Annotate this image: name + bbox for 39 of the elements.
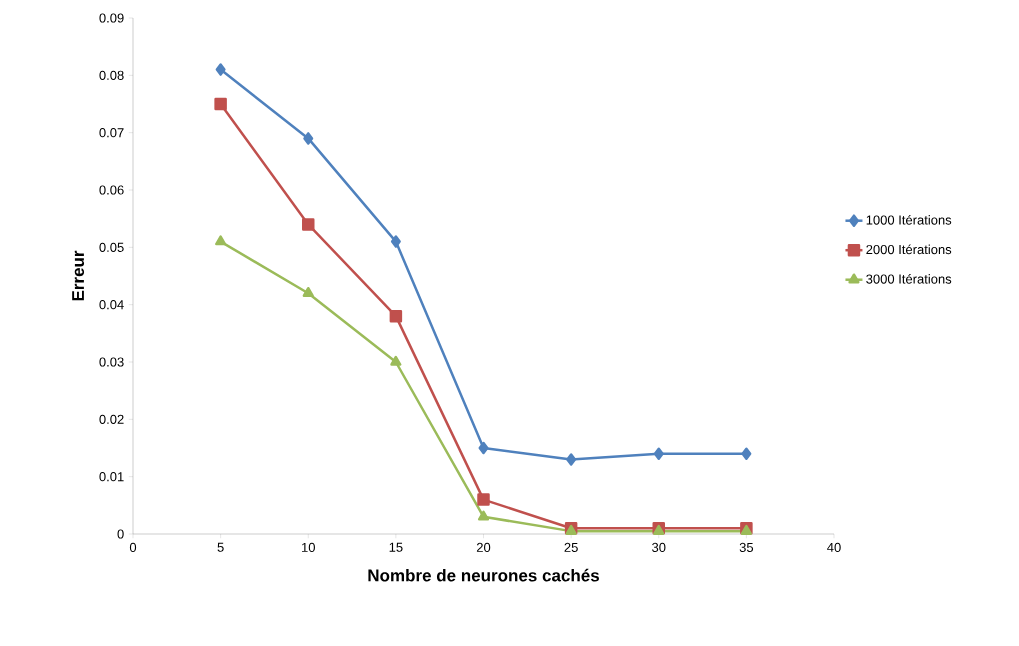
y-tick-label: 0.04 (99, 300, 124, 310)
x-tick-label: 0 (129, 542, 137, 552)
point (477, 510, 490, 521)
x-tick-label: 35 (739, 542, 754, 552)
point (566, 453, 577, 466)
x-axis-title: Nombre de neurones cachés (368, 568, 599, 582)
y-tick-label: 0.07 (99, 128, 124, 138)
legend-label: 3000 Itérations (866, 273, 952, 284)
point (390, 235, 401, 248)
point (477, 493, 490, 506)
point (389, 309, 403, 323)
y-tick-label: 0.08 (99, 70, 124, 80)
x-tick-label: 20 (476, 542, 491, 552)
legend-label: 2000 Itérations (866, 244, 952, 255)
point (214, 97, 227, 111)
point (302, 218, 315, 231)
y-tick-label: 0.05 (99, 242, 124, 252)
y-tick-label: 0.06 (99, 185, 124, 195)
x-tick-label: 30 (652, 542, 666, 552)
y-tick-label: 0.01 (99, 472, 124, 482)
x-tick-label: 10 (302, 542, 315, 552)
y-tick-label: 0.02 (99, 414, 124, 424)
legend-label: 1000 Itérations (866, 214, 952, 225)
point (215, 63, 226, 76)
point (302, 286, 314, 297)
point (741, 447, 752, 460)
point (653, 447, 664, 460)
x-tick-label: 15 (389, 542, 403, 552)
point (215, 235, 227, 246)
x-tick-label: 40 (827, 542, 841, 552)
y-tick-label: 0.09 (99, 13, 124, 23)
y-axis-title: Erreur (72, 250, 85, 301)
point (478, 441, 489, 455)
x-tick-label: 25 (564, 542, 578, 552)
point (390, 355, 402, 366)
y-tick-label: 0.03 (99, 357, 124, 367)
point (303, 132, 314, 145)
x-tick-label: 5 (217, 542, 224, 552)
y-tick-label: 0 (117, 529, 124, 539)
